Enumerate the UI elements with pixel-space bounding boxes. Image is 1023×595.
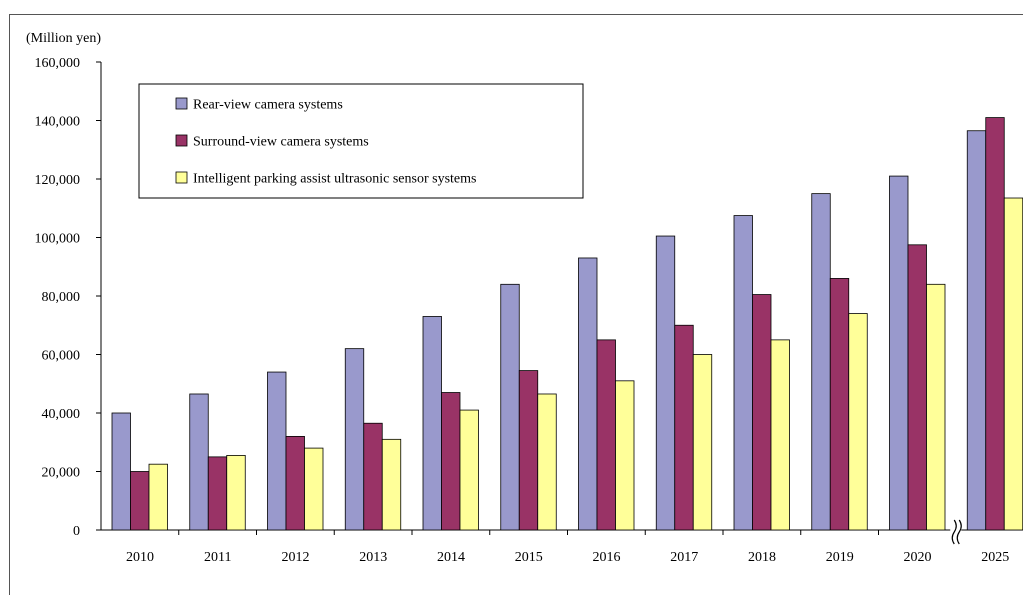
bar (130, 471, 150, 531)
bar (441, 392, 461, 531)
legend: Rear-view camera systems Surround-view ca… (138, 83, 584, 199)
y-tick-label: 40,000 (42, 407, 81, 422)
bar (811, 193, 831, 531)
y-tick-label: 60,000 (42, 349, 81, 364)
bar (518, 370, 539, 531)
bar (285, 435, 305, 531)
bar (596, 339, 616, 531)
x-tick-label: 2011 (204, 550, 231, 565)
bar (966, 130, 987, 531)
bar (226, 455, 246, 531)
x-tick-label: 2015 (515, 550, 543, 565)
bar (985, 117, 1005, 531)
bar (111, 412, 131, 531)
y-tick-label: 100,000 (35, 232, 81, 247)
axis-break-line (951, 519, 957, 545)
bar (459, 409, 479, 531)
bar (692, 354, 713, 531)
bars (111, 117, 1023, 531)
bar (304, 447, 324, 531)
bar (267, 371, 287, 531)
legend-label: Rear-view camera systems (193, 98, 343, 113)
bar (733, 215, 753, 531)
legend-label: Intelligent parking assist ultrasonic se… (193, 172, 476, 187)
bar (770, 339, 790, 531)
bar (889, 175, 909, 531)
bar (381, 438, 402, 531)
legend-swatch (175, 171, 188, 184)
x-tick-label: 2016 (593, 550, 621, 565)
bar (344, 348, 365, 531)
bar (578, 257, 598, 531)
bar (363, 422, 383, 531)
legend-label: Surround-view camera systems (193, 135, 369, 150)
legend-box (138, 83, 584, 199)
bar (148, 463, 168, 531)
y-tick-label: 20,000 (42, 466, 81, 481)
bar (926, 283, 946, 531)
chart-frame (9, 14, 1023, 595)
axis-break-mark (950, 519, 962, 545)
axis-break-line (956, 519, 962, 545)
bar (829, 278, 850, 531)
bar (189, 393, 209, 531)
y-tick-label: 140,000 (35, 115, 81, 130)
bar (752, 294, 772, 531)
x-tick-label: 2017 (670, 550, 698, 565)
bar (674, 324, 694, 531)
bar (655, 235, 676, 531)
axes (96, 61, 1023, 535)
x-tick-label: 2019 (826, 550, 854, 565)
bar (1003, 197, 1023, 531)
y-axis-unit-label: (Million yen) (26, 31, 101, 46)
y-tick-label: 120,000 (35, 173, 81, 188)
x-tick-label: 2010 (126, 550, 154, 565)
x-tick-label: 2025 (981, 550, 1009, 565)
x-tick-label: 2020 (904, 550, 932, 565)
y-tick-label: 0 (73, 524, 80, 539)
bar (537, 393, 557, 531)
legend-swatch (175, 134, 188, 147)
tick-labels: 0 20,000 40,000 60,000 80,000 100,000 120,000 1… (35, 56, 1010, 565)
bar (207, 456, 228, 531)
x-tick-label: 2018 (748, 550, 776, 565)
bar (848, 313, 868, 531)
bar (907, 244, 927, 531)
x-tick-label: 2012 (282, 550, 310, 565)
bar (422, 316, 442, 531)
y-tick-label: 160,000 (35, 56, 81, 71)
bar (615, 380, 635, 531)
y-tick-label: 80,000 (42, 290, 81, 305)
x-tick-label: 2013 (359, 550, 387, 565)
x-tick-label: 2014 (437, 550, 465, 565)
bar (500, 283, 520, 531)
legend-swatch (175, 97, 188, 110)
axis-break-gap (950, 520, 962, 544)
